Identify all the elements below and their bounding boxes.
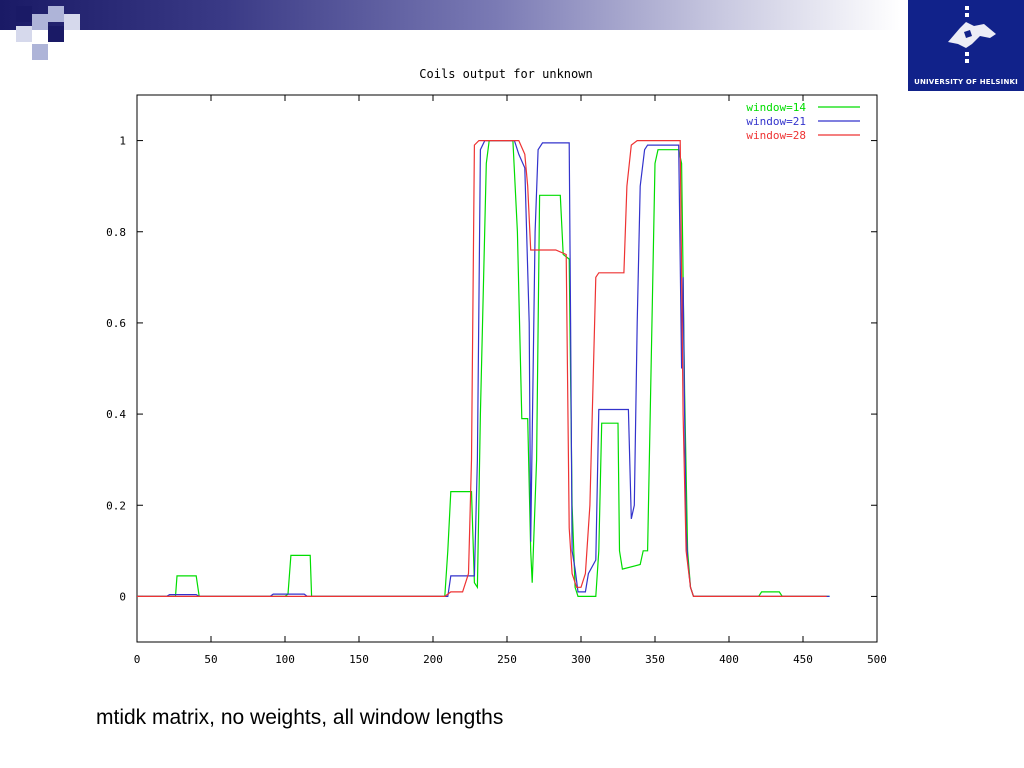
y-tick-label: 0.4 xyxy=(106,408,126,421)
series-line-1 xyxy=(137,140,830,598)
header-decoration-square xyxy=(16,6,32,22)
header-decoration-square xyxy=(32,14,48,30)
y-tick-label: 0.8 xyxy=(106,226,126,239)
header-decoration-square xyxy=(64,14,80,30)
plot-frame xyxy=(136,94,878,643)
legend-label: window=28 xyxy=(746,129,806,142)
x-tick-label: 50 xyxy=(204,653,217,666)
x-tick-label: 0 xyxy=(134,653,141,666)
series-line-2 xyxy=(137,140,830,598)
header-gradient-bar xyxy=(0,0,900,30)
x-tick-label: 400 xyxy=(719,653,739,666)
y-tick-label: 0.2 xyxy=(106,499,126,512)
x-tick-label: 100 xyxy=(275,653,295,666)
line-chart: Coils output for unknown 0 50 100 150 200 250… xyxy=(106,67,887,666)
x-tick-label: 150 xyxy=(349,653,369,666)
x-tick-label: 350 xyxy=(645,653,665,666)
x-tick-label: 500 xyxy=(867,653,887,666)
header-decoration-square xyxy=(32,44,48,60)
legend-label: window=21 xyxy=(746,115,806,128)
helsinki-university-emblem-icon xyxy=(948,6,996,63)
header-decoration-square xyxy=(48,6,64,22)
header-decoration-square xyxy=(16,26,32,42)
slide-caption: mtidk matrix, no weights, all window len… xyxy=(96,706,504,729)
legend-label: window=14 xyxy=(746,101,806,114)
x-tick-label: 450 xyxy=(793,653,813,666)
logo-text: UNIVERSITY OF HELSINKI xyxy=(914,78,1018,86)
y-tick-label: 0 xyxy=(119,590,126,603)
series-line-3 xyxy=(137,140,827,598)
y-tick-label: 0.6 xyxy=(106,317,126,330)
x-tick-label: 300 xyxy=(571,653,591,666)
x-tick-label: 250 xyxy=(497,653,517,666)
chart-title: Coils output for unknown xyxy=(419,67,592,81)
x-tick-label: 200 xyxy=(423,653,443,666)
header-decoration-square xyxy=(48,26,64,42)
y-tick-label: 1 xyxy=(119,135,126,148)
university-logo: UNIVERSITY OF HELSINKI xyxy=(908,0,1024,91)
